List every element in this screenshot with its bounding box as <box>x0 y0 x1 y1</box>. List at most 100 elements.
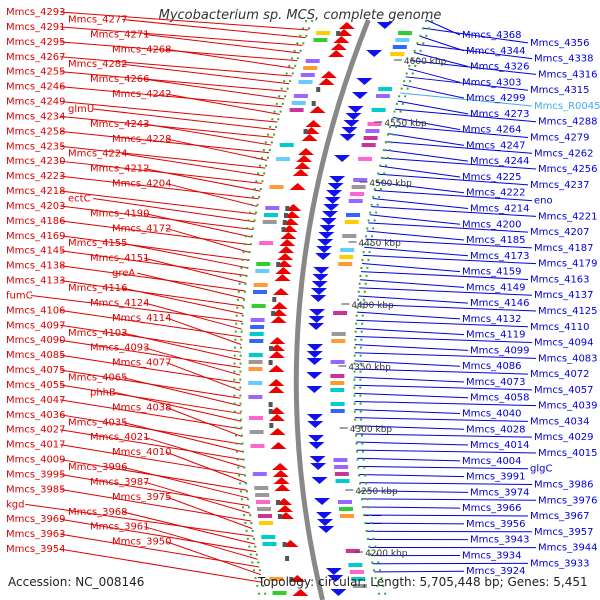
kbp-tick-label: 4200 kbp <box>365 549 408 559</box>
left-leader-line <box>60 56 292 77</box>
reverse-gene-arrow <box>318 78 335 85</box>
reverse-gene-arrow <box>277 253 294 260</box>
right-leader-line <box>376 181 465 194</box>
feature-block <box>330 388 345 392</box>
right-gene-label: Mmcs_3986 <box>534 479 594 490</box>
right-gene-label: Mmcs_4173 <box>470 251 530 262</box>
left-leader-line <box>93 108 276 131</box>
left-leader-line <box>60 71 287 92</box>
forward-gene-arrow <box>310 295 327 302</box>
left-gene-label: Mmcs_3995 <box>6 469 66 480</box>
reverse-gene-arrow <box>338 22 355 29</box>
right-gene-label: Mmcs_4015 <box>538 448 598 459</box>
right-gene-label: Mmcs_4262 <box>534 148 594 159</box>
kbp-ticks: 4600 kbp 4550 kbp 4500 kbp 4450 kbp 4400 kbp… <box>338 57 447 559</box>
right-gene-label: Mmcs_4214 <box>470 203 530 214</box>
feature-block <box>251 304 266 308</box>
right-gene-label: Mmcs_4256 <box>538 164 598 175</box>
right-leader-line <box>361 262 461 273</box>
feature-block <box>392 45 407 49</box>
left-leader-line <box>144 436 245 468</box>
reverse-gene-arrow <box>276 505 293 512</box>
forward-gene-arrow <box>316 246 333 253</box>
forward-gene-arrow <box>306 358 323 365</box>
left-leader-line <box>144 212 252 238</box>
right-gene-label: Mmcs_4028 <box>466 424 526 435</box>
right-gene-label: Mmcs_4273 <box>470 109 530 120</box>
right-leader-line <box>357 457 461 462</box>
right-gene-label: Mmcs_3944 <box>538 543 598 554</box>
feature-block <box>371 108 386 112</box>
left-leader-line <box>60 130 270 154</box>
left-leader-line <box>166 317 242 345</box>
reverse-gene-arrow <box>330 43 347 50</box>
right-gene-label: Mmcs_4264 <box>462 125 522 136</box>
left-leader-line <box>60 339 241 369</box>
left-gene-label: Mmcs_4268 <box>112 44 172 55</box>
left-gene-label: Mmcs_4212 <box>90 164 150 175</box>
left-leader-line <box>60 205 254 230</box>
left-leader-line <box>60 354 241 384</box>
feature-block <box>340 248 355 252</box>
right-leader-line <box>354 392 469 399</box>
right-leader-line <box>423 27 529 44</box>
right-leader-line <box>388 133 465 146</box>
left-leader-line <box>60 235 249 261</box>
reverse-gene-arrow <box>268 365 285 372</box>
reverse-gene-arrow <box>271 302 288 309</box>
feature-block <box>365 129 380 133</box>
reverse-gene-arrow <box>272 470 289 477</box>
feature-block <box>349 570 364 574</box>
left-gene-label: Mmcs_4106 <box>6 305 66 316</box>
feature-block <box>348 563 363 567</box>
feature-block <box>272 297 277 302</box>
left-gene-label: Mmcs_4145 <box>6 246 66 257</box>
left-leader-line <box>60 399 242 430</box>
right-leader-line <box>413 51 469 68</box>
right-gene-label: Mmcs_4338 <box>534 54 594 65</box>
reverse-gene-arrow <box>268 379 285 386</box>
feature-block <box>367 122 382 126</box>
left-gene-label: Mmcs_4065 <box>68 373 128 384</box>
left-gene-label: Mmcs_4249 <box>6 97 66 108</box>
forward-gene-arrow <box>322 211 339 218</box>
forward-gene-arrow <box>334 155 351 162</box>
feature-block <box>257 507 271 511</box>
left-leader-line <box>60 488 252 522</box>
reverse-gene-arrow <box>301 134 318 141</box>
left-leader-line <box>122 63 290 85</box>
right-gene-label: Mmcs_4303 <box>462 77 522 88</box>
right-gene-label: Mmcs_4179 <box>538 259 598 270</box>
feature-block <box>249 430 264 434</box>
feature-block <box>344 220 359 224</box>
left-leader-line <box>166 138 268 161</box>
left-leader-line <box>60 115 274 138</box>
reverse-gene-arrow <box>289 183 306 190</box>
right-leader-line <box>402 84 465 99</box>
feature-block <box>249 332 264 336</box>
left-gene-label: greA <box>112 268 135 279</box>
right-gene-label: Mmcs_4200 <box>462 219 522 230</box>
left-gene-label: Mmcs_4218 <box>6 186 66 197</box>
left-gene-label: Mmcs_4138 <box>6 261 66 272</box>
feature-block <box>250 444 265 448</box>
right-gene-label: Mmcs_4004 <box>462 456 522 467</box>
feature-block <box>339 507 353 511</box>
right-leader-line <box>355 417 529 422</box>
forward-gene-arrow <box>376 22 393 29</box>
left-leader-line <box>60 309 242 338</box>
left-gene-label: Mmcs_3961 <box>90 522 150 533</box>
left-leader-line <box>144 481 251 514</box>
feature-block <box>316 87 321 92</box>
feature-block <box>330 381 345 385</box>
right-leader-line <box>397 100 469 115</box>
feature-block <box>259 241 274 245</box>
left-gene-label: Mmcs_4282 <box>68 59 128 70</box>
left-leader-line <box>166 227 250 253</box>
feature-block <box>346 213 360 217</box>
left-gene-label: Mmcs_4234 <box>6 111 66 122</box>
left-leader-line <box>60 533 260 568</box>
feature-block <box>253 283 268 287</box>
left-gene-label: Mmcs_4093 <box>90 343 150 354</box>
feature-block <box>330 374 345 378</box>
